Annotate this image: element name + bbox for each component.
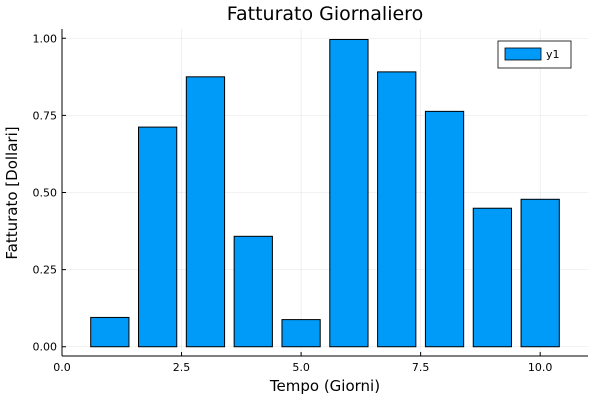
chart-title: Fatturato Giornaliero <box>227 3 423 25</box>
y-tick-label: 0.00 <box>33 341 58 354</box>
y-tick-label: 0.75 <box>33 109 58 122</box>
x-tick-label: 7.5 <box>412 361 430 374</box>
x-tick-label: 2.5 <box>173 361 191 374</box>
bar <box>90 316 130 348</box>
x-ticks: 0.0 2.5 5.0 7.5 10.0 <box>53 352 552 374</box>
legend-swatch <box>504 47 542 61</box>
bar <box>377 71 417 348</box>
legend: y1 <box>497 40 572 69</box>
bar <box>472 207 512 348</box>
x-tick-label: 0.0 <box>53 361 71 374</box>
bar <box>185 76 226 348</box>
bar <box>281 319 321 348</box>
bar <box>520 198 560 348</box>
bar <box>329 38 369 348</box>
y-tick-label: 0.25 <box>33 264 58 277</box>
y-tick-label: 0.50 <box>33 187 58 200</box>
bar-series <box>90 38 560 348</box>
x-axis-title: Tempo (Giorni) <box>269 377 380 395</box>
bar <box>138 126 178 348</box>
bar <box>424 110 465 348</box>
x-tick-label: 10.0 <box>528 361 553 374</box>
y-axis-title: Fatturato [Dollari] <box>3 126 21 259</box>
y-tick-label: 1.00 <box>33 32 58 45</box>
legend-label: y1 <box>546 48 560 61</box>
y-ticks: 0.00 0.25 0.50 0.75 1.00 <box>33 32 66 354</box>
x-tick-label: 5.0 <box>292 361 310 374</box>
bar <box>233 235 273 348</box>
